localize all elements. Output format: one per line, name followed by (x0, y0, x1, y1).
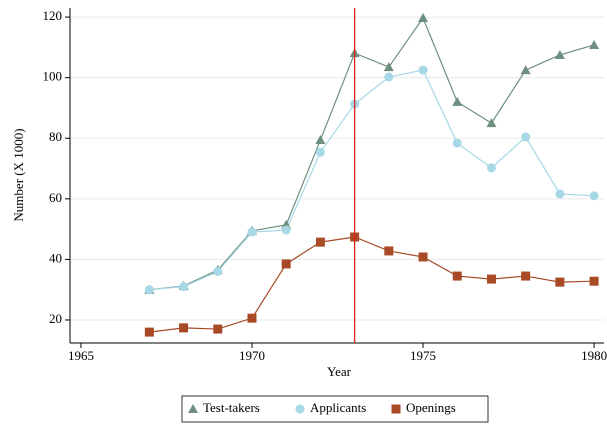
data-point (589, 276, 599, 286)
data-point (315, 237, 325, 247)
data-point (213, 324, 223, 334)
legend-label: Test-takers (203, 400, 260, 415)
data-point (315, 135, 326, 145)
data-point (486, 163, 496, 173)
y-tick-label: 40 (49, 250, 62, 265)
data-point (521, 271, 531, 281)
data-point (247, 227, 257, 237)
data-point (418, 65, 428, 75)
data-point (589, 39, 600, 49)
data-point (281, 225, 291, 235)
data-point (281, 259, 291, 269)
data-point (247, 313, 257, 323)
data-point (384, 246, 394, 256)
data-point (555, 189, 565, 199)
data-point (589, 191, 599, 201)
data-point (486, 118, 497, 128)
data-point (179, 323, 189, 333)
data-point (418, 12, 429, 22)
y-tick-label: 100 (43, 69, 63, 84)
data-point (554, 49, 565, 59)
y-axis-label: Number (X 1000) (11, 128, 26, 221)
x-tick-label: 1965 (68, 348, 94, 363)
data-point (555, 277, 565, 287)
legend-label: Applicants (310, 400, 366, 415)
data-point (452, 138, 462, 148)
data-point (486, 274, 496, 284)
legend-box (181, 395, 489, 423)
data-point (144, 285, 154, 295)
x-tick-label: 1975 (410, 348, 436, 363)
data-point (315, 147, 325, 157)
data-point (213, 267, 223, 277)
y-tick-label: 80 (49, 129, 62, 144)
series-line (149, 69, 595, 291)
legend-marker (391, 404, 401, 414)
data-point (179, 282, 189, 292)
series-line (149, 236, 595, 333)
legend-marker (188, 404, 198, 413)
data-point (418, 252, 428, 262)
data-point (520, 65, 531, 75)
data-point (383, 62, 394, 72)
y-tick-label: 20 (49, 311, 62, 326)
data-point (452, 271, 462, 281)
y-tick-label: 120 (43, 8, 63, 23)
data-point (384, 72, 394, 82)
legend-marker (295, 404, 305, 414)
data-point (521, 132, 531, 142)
series-line (149, 16, 595, 291)
x-tick-label: 1970 (239, 348, 265, 363)
x-tick-label: 1980 (581, 348, 607, 363)
data-point (144, 327, 154, 337)
data-point (452, 96, 463, 106)
y-tick-label: 60 (49, 190, 62, 205)
x-axis-label: Year (327, 364, 352, 379)
legend-label: Openings (406, 400, 456, 415)
